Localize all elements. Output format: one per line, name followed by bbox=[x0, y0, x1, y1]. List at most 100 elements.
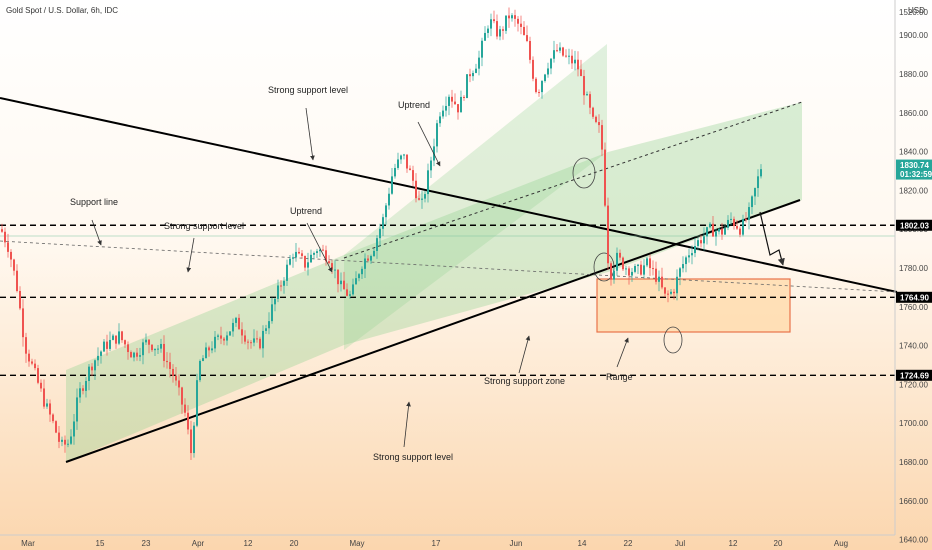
candle bbox=[640, 260, 642, 276]
uptrend-channel-extension bbox=[344, 102, 802, 345]
candle bbox=[541, 80, 543, 99]
candle bbox=[445, 96, 447, 117]
candle bbox=[454, 93, 456, 106]
x-tick-label: 23 bbox=[142, 539, 151, 548]
candle bbox=[10, 249, 12, 268]
candle bbox=[202, 355, 204, 362]
candle bbox=[103, 339, 105, 352]
annotations-layer: Strong support level Uptrend Support line S… bbox=[70, 85, 633, 462]
candle bbox=[94, 359, 96, 380]
candle bbox=[430, 156, 432, 179]
projection-path bbox=[759, 211, 785, 266]
candle bbox=[478, 50, 480, 76]
candle bbox=[463, 95, 465, 101]
candle bbox=[334, 260, 336, 279]
highlight-circle-2 bbox=[593, 252, 615, 282]
candle bbox=[517, 15, 519, 32]
candle bbox=[208, 345, 210, 357]
descending-trendline bbox=[0, 97, 898, 293]
candle bbox=[379, 223, 381, 247]
candle bbox=[292, 253, 294, 268]
candle bbox=[652, 260, 654, 276]
annotation-label: Strong support level bbox=[164, 221, 244, 231]
candle bbox=[100, 350, 102, 364]
candle bbox=[67, 439, 69, 448]
candle bbox=[391, 167, 393, 195]
candle bbox=[40, 379, 42, 392]
candle bbox=[712, 216, 714, 237]
candle bbox=[136, 348, 138, 361]
candle bbox=[679, 267, 681, 286]
candle bbox=[589, 91, 591, 115]
candle bbox=[244, 330, 246, 345]
annotation-label: Strong support zone bbox=[484, 376, 565, 386]
y-tick-label: 1720.00 bbox=[899, 380, 928, 389]
candle bbox=[745, 212, 747, 223]
candle bbox=[310, 249, 312, 263]
candle bbox=[271, 297, 273, 324]
candle bbox=[322, 244, 324, 252]
candle bbox=[22, 299, 24, 347]
candle bbox=[601, 119, 603, 157]
price-tag-value: 1724.69 bbox=[900, 371, 929, 380]
candle bbox=[115, 335, 117, 349]
candle bbox=[295, 242, 297, 262]
candle bbox=[163, 335, 165, 368]
candle bbox=[664, 287, 666, 297]
x-tick-label: Apr bbox=[192, 539, 205, 548]
annotation-label: Strong support level bbox=[373, 452, 453, 462]
candle bbox=[628, 266, 630, 285]
candle bbox=[742, 214, 744, 237]
candle bbox=[586, 91, 588, 96]
candle bbox=[412, 165, 414, 187]
candle bbox=[475, 63, 477, 74]
candle bbox=[643, 259, 645, 279]
candle bbox=[313, 251, 315, 260]
candle bbox=[106, 334, 108, 356]
candle bbox=[610, 261, 612, 286]
candle bbox=[754, 187, 756, 205]
candle bbox=[703, 227, 705, 251]
candle bbox=[340, 272, 342, 292]
candle bbox=[631, 267, 633, 282]
candle bbox=[286, 259, 288, 286]
annotation-arrow bbox=[616, 337, 629, 368]
candle bbox=[364, 253, 366, 278]
candle bbox=[277, 279, 279, 303]
price-tag bbox=[896, 291, 932, 303]
x-tick-label: 20 bbox=[290, 539, 299, 548]
candle bbox=[661, 267, 663, 290]
candle bbox=[622, 256, 624, 271]
candle bbox=[727, 215, 729, 231]
candle bbox=[34, 359, 36, 371]
candle bbox=[337, 269, 339, 293]
candle bbox=[721, 222, 723, 240]
y-tick-label: 1640.00 bbox=[899, 536, 928, 545]
candle bbox=[241, 322, 243, 344]
price-tag bbox=[896, 369, 932, 381]
candle bbox=[556, 44, 558, 53]
candle bbox=[472, 70, 474, 81]
candle bbox=[637, 263, 639, 275]
candle bbox=[418, 190, 420, 201]
y-tick-label: 1520.00 bbox=[899, 8, 928, 17]
annotation-label: Support line bbox=[70, 197, 118, 207]
candle bbox=[157, 344, 159, 355]
candle bbox=[127, 341, 129, 360]
price-tag-value: 1830.74 bbox=[900, 161, 929, 170]
candle bbox=[385, 202, 387, 225]
y-tick-label: 1880.00 bbox=[899, 70, 928, 79]
candle bbox=[73, 414, 75, 445]
candle bbox=[211, 341, 213, 354]
candle bbox=[325, 245, 327, 266]
candle bbox=[565, 49, 567, 58]
candle bbox=[670, 288, 672, 296]
candle bbox=[736, 220, 738, 231]
candle bbox=[613, 267, 615, 284]
candle bbox=[388, 187, 390, 210]
x-tick-label: 14 bbox=[578, 539, 587, 548]
price-tag bbox=[896, 219, 932, 231]
